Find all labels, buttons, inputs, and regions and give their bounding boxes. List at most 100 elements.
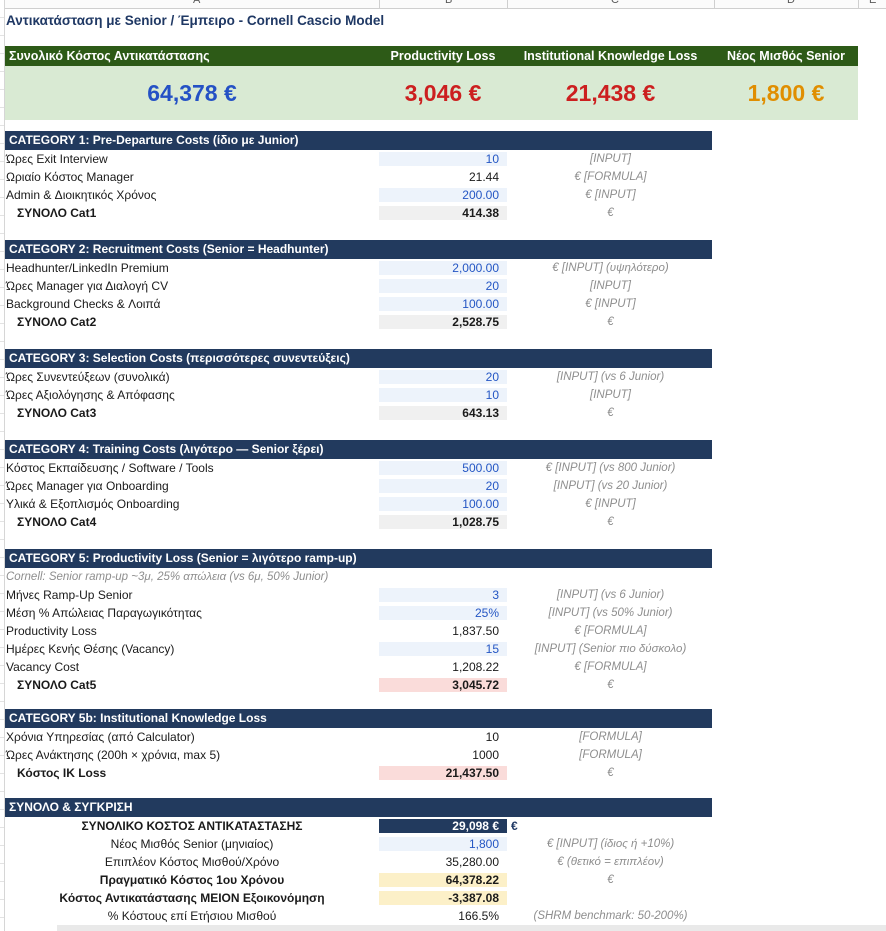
formula-cell[interactable]: 166.5% [458,909,499,923]
row-label[interactable]: Ώρες Exit Interview [6,152,108,166]
row-note[interactable]: € [607,316,614,328]
banner-value-new-salary[interactable]: 1,800 € [747,79,825,106]
row-label[interactable]: ΣΥΝΟΛΟ Cat5 [17,678,97,692]
row-label[interactable]: Νέος Μισθός Senior (μηνιαίος) [110,837,274,851]
row-note[interactable]: € [INPUT] (vs 800 Junior) [545,462,676,474]
input-cell[interactable]: 25% [379,606,507,620]
row-note[interactable]: [INPUT] [590,280,631,292]
input-cell[interactable]: 1,800 [379,837,507,851]
highlight-cell[interactable]: -3,387.08 [379,891,507,905]
row-note[interactable]: € (θετικό = επιπλέον) [557,856,664,868]
formula-cell[interactable]: 1,208.22 [452,660,499,674]
currency-symbol[interactable]: € [511,819,518,833]
row-label[interactable]: Productivity Loss [6,624,97,638]
input-cell[interactable]: 100.00 [379,497,507,511]
grand-total-cell[interactable]: 29,098 € [379,819,507,833]
row-note[interactable]: € [INPUT] [585,298,636,310]
input-cell[interactable]: 20 [379,370,507,384]
row-label[interactable]: Background Checks & Λοιπά [6,297,161,311]
row-note[interactable]: [INPUT] (vs 20 Junior) [553,480,668,492]
row-label[interactable]: Ώρες Ανάκτησης (200h × χρόνια, max 5) [6,748,221,762]
row-note[interactable]: € [INPUT] (υψηλότερο) [552,262,669,274]
row-note[interactable]: € [607,874,614,886]
input-cell[interactable]: 200.00 [379,188,507,202]
row-label[interactable]: Μέση % Απώλειας Παραγωγικότητας [6,606,202,620]
input-cell[interactable]: 15 [379,642,507,656]
row-label[interactable]: Ώρες Συνεντεύξεων (συνολικά) [6,370,170,384]
row-note[interactable]: [FORMULA] [579,731,642,743]
total-cell[interactable]: 2,528.75 [379,315,507,329]
row-label[interactable]: Headhunter/LinkedIn Premium [6,261,169,275]
row-label[interactable]: Επιπλέον Κόστος Μισθού/Χρόνο [104,855,280,869]
row-note[interactable]: € [FORMULA] [574,171,647,183]
banner-label-total-cost[interactable]: Συνολικό Κόστος Αντικατάστασης [9,49,210,63]
row-label[interactable]: ΣΥΝΟΛΟ Cat4 [17,515,97,529]
row-label[interactable]: Admin & Διοικητικός Χρόνος [6,188,157,202]
row-label[interactable]: ΣΥΝΟΛΟ Cat1 [17,206,97,220]
total-cell-highlight[interactable]: 21,437.50 [379,766,507,780]
row-note[interactable]: [INPUT] (Senior πιο δύσκολο) [534,643,687,655]
banner-value-ik-loss[interactable]: 21,438 € [565,79,656,106]
section-header-summary[interactable]: ΣΥΝΟΛΟ & ΣΥΓΚΡΙΣΗ [5,798,712,817]
row-label[interactable]: Ωριαίο Κόστος Manager [6,170,134,184]
total-cell[interactable]: 414.38 [379,206,507,220]
banner-label-new-salary[interactable]: Νέος Μισθός Senior [727,49,845,63]
section-header-cat5[interactable]: CATEGORY 5: Productivity Loss (Senior = … [5,549,712,568]
row-label[interactable]: Υλικά & Εξοπλισμός Onboarding [6,497,180,511]
banner-label-ik-loss[interactable]: Institutional Knowledge Loss [523,49,698,63]
input-cell[interactable]: 2,000.00 [379,261,507,275]
row-note[interactable]: € [607,767,614,779]
input-cell[interactable]: 10 [379,152,507,166]
row-note[interactable]: € [607,207,614,219]
section-header-cat4[interactable]: CATEGORY 4: Training Costs (λιγότερο — S… [5,440,712,459]
column-letter-a[interactable]: A [193,0,201,6]
row-note[interactable]: [INPUT] [590,153,631,165]
row-label[interactable]: Κόστος Εκπαίδευσης / Software / Tools [6,461,214,475]
input-cell[interactable]: 10 [379,388,507,402]
row-label[interactable]: Ημέρες Κενής Θέσης (Vacancy) [6,642,175,656]
row-note[interactable]: (SHRM benchmark: 50-200%) [533,910,688,922]
row-label[interactable]: ΣΥΝΟΛΟ Cat3 [17,406,97,420]
section-note[interactable]: Cornell: Senior ramp-up ~3μ, 25% απώλεια… [6,571,329,583]
banner-label-productivity-loss[interactable]: Productivity Loss [390,49,496,63]
formula-cell[interactable]: 1,837.50 [452,624,499,638]
row-label[interactable]: Κόστος IK Loss [17,766,107,780]
row-note[interactable]: € [607,516,614,528]
section-header-cat1[interactable]: CATEGORY 1: Pre-Departure Costs (ίδιο με… [5,131,712,150]
page-title[interactable]: Αντικατάσταση με Senior / Έμπειρο - Corn… [6,13,385,28]
row-label[interactable]: ΣΥΝΟΛΟ Cat2 [17,315,97,329]
highlight-cell[interactable]: 64,378.22 [379,873,507,887]
row-note[interactable]: € [FORMULA] [574,661,647,673]
input-cell[interactable]: 20 [379,279,507,293]
row-label[interactable]: ΣΥΝΟΛΙΚΟ ΚΟΣΤΟΣ ΑΝΤΙΚΑΤΑΣΤΑΣΗΣ [81,819,303,833]
row-label[interactable]: Vacancy Cost [6,660,80,674]
column-letter-b[interactable]: B [445,0,453,6]
row-label[interactable]: Ώρες Manager για Διαλογή CV [6,279,169,293]
row-note[interactable]: [FORMULA] [579,749,642,761]
banner-value-total-cost[interactable]: 64,378 € [147,79,237,106]
row-note[interactable]: € [INPUT] [585,189,636,201]
row-note[interactable]: € [607,407,614,419]
formula-cell[interactable]: 10 [485,730,499,744]
input-cell[interactable]: 20 [379,479,507,493]
column-letter-e[interactable]: E [869,0,877,6]
formula-cell[interactable]: 21.44 [468,170,499,184]
input-cell[interactable]: 3 [379,588,507,602]
column-letter-d[interactable]: D [787,0,795,6]
row-note[interactable]: [INPUT] (vs 6 Junior) [556,371,665,383]
row-label[interactable]: Πραγματικό Κόστος 1ου Χρόνου [99,873,285,887]
formula-cell[interactable]: 35,280.00 [445,855,499,869]
row-label[interactable]: Μήνες Ramp-Up Senior [6,588,133,602]
banner-value-productivity-loss[interactable]: 3,046 € [404,79,482,106]
row-label[interactable]: Ώρες Manager για Onboarding [6,479,169,493]
row-note[interactable]: [INPUT] [590,389,631,401]
total-cell[interactable]: 1,028.75 [379,515,507,529]
column-letter-c[interactable]: C [611,0,619,6]
row-label[interactable]: % Κόστους επί Ετήσιου Μισθού [107,909,277,923]
row-note[interactable]: € [FORMULA] [574,625,647,637]
row-note[interactable]: € [607,679,614,691]
section-header-cat2[interactable]: CATEGORY 2: Recruitment Costs (Senior = … [5,240,712,259]
row-label[interactable]: Κόστος Αντικατάστασης ΜΕΙΟΝ Εξοικονόμηση [59,891,325,905]
row-note[interactable]: € [INPUT] [585,498,636,510]
row-note[interactable]: € [INPUT] (ίδιος ή +10%) [546,838,675,850]
